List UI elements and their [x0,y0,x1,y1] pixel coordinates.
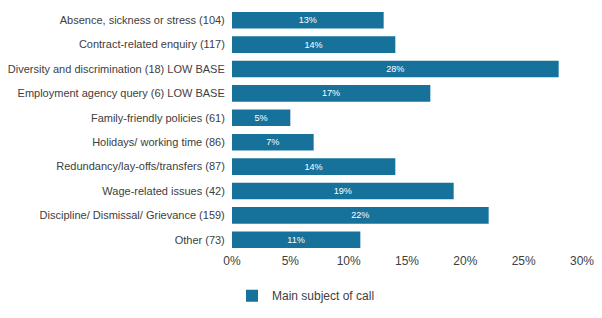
svg-text:15%: 15% [395,254,419,268]
svg-text:5%: 5% [254,113,267,123]
svg-text:Main subject of call: Main subject of call [272,289,374,303]
svg-text:Contract-related enquiry (117): Contract-related enquiry (117) [79,38,225,50]
svg-text:5%: 5% [282,254,300,268]
svg-text:28%: 28% [386,64,404,74]
svg-text:7%: 7% [266,137,279,147]
svg-text:Discipline/ Dismissal/ Grievan: Discipline/ Dismissal/ Grievance (159) [40,209,225,221]
svg-text:13%: 13% [299,15,317,25]
svg-text:11%: 11% [287,235,305,245]
svg-text:Diversity and discrimination (: Diversity and discrimination (18) LOW BA… [8,63,225,75]
svg-text:10%: 10% [337,254,361,268]
svg-text:14%: 14% [304,40,322,50]
svg-text:Holidays/ working time (86): Holidays/ working time (86) [92,136,225,148]
svg-text:Family-friendly policies (61): Family-friendly policies (61) [91,112,225,124]
svg-text:19%: 19% [334,186,352,196]
svg-text:20%: 20% [453,254,477,268]
svg-text:Redundancy/lay-offs/transfers: Redundancy/lay-offs/transfers (87) [56,160,225,172]
svg-text:17%: 17% [322,88,340,98]
svg-text:14%: 14% [304,162,322,172]
svg-text:25%: 25% [512,254,536,268]
svg-text:Other (73): Other (73) [175,234,225,246]
svg-text:Absence, sickness or stress (1: Absence, sickness or stress (104) [60,14,225,26]
svg-text:22%: 22% [351,210,369,220]
svg-text:Wage-related issues (42): Wage-related issues (42) [102,185,224,197]
svg-text:30%: 30% [570,254,594,268]
svg-text:Employment agency query (6) LO: Employment agency query (6) LOW BASE [18,87,225,99]
svg-text:0%: 0% [223,254,241,268]
